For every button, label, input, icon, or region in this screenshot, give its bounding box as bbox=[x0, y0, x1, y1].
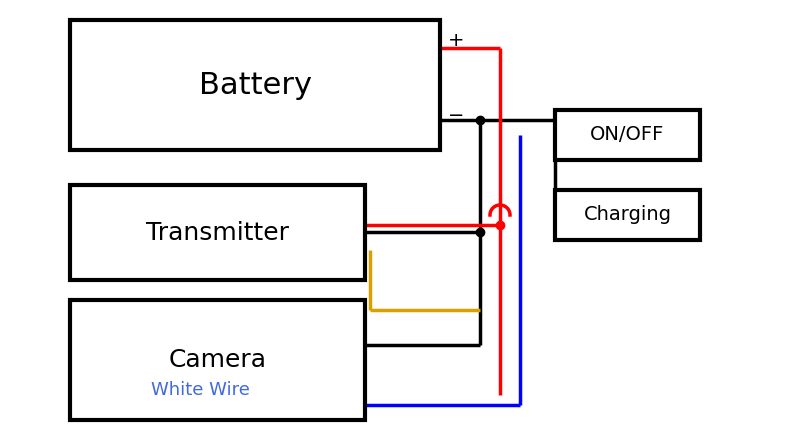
Bar bbox=[555, 110, 700, 160]
Text: +: + bbox=[448, 30, 465, 49]
Bar bbox=[70, 300, 365, 420]
Text: Charging: Charging bbox=[583, 206, 671, 224]
Text: White Wire: White Wire bbox=[150, 381, 250, 399]
Text: ON/OFF: ON/OFF bbox=[590, 125, 665, 145]
Bar bbox=[70, 20, 440, 150]
Bar bbox=[70, 185, 365, 280]
Bar bbox=[555, 190, 700, 240]
Text: Battery: Battery bbox=[198, 70, 311, 99]
Text: Camera: Camera bbox=[169, 348, 266, 372]
Text: Transmitter: Transmitter bbox=[146, 220, 289, 244]
Text: −: − bbox=[448, 105, 464, 125]
